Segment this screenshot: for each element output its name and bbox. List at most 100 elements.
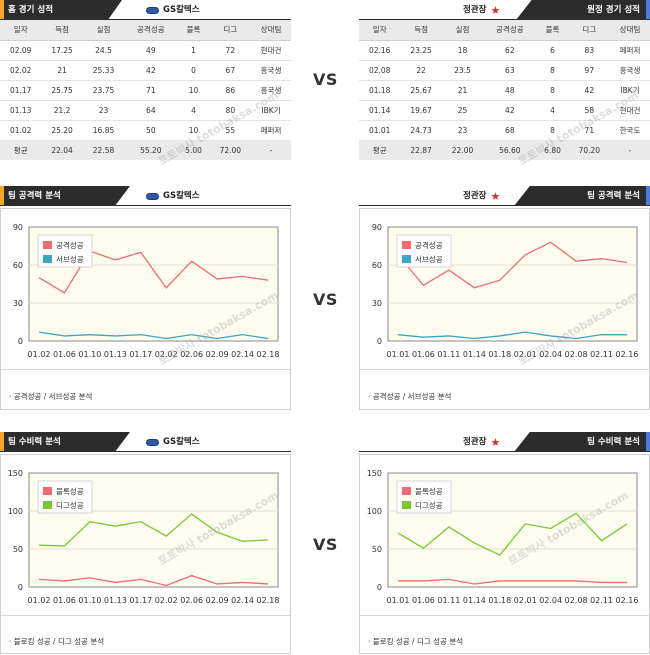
home-attack-header: 팀 공격력 분석 GS칼텍스 — [0, 186, 291, 206]
x-tick-label: 02.02 — [155, 596, 178, 605]
legend-label: 공격성공 — [56, 240, 84, 250]
table-cell: 25 — [441, 100, 484, 121]
table-cell: 83 — [568, 40, 611, 61]
x-tick-label: 01.02 — [28, 350, 51, 359]
home-team-label: GS칼텍스 — [146, 186, 200, 206]
legend-swatch — [43, 487, 52, 495]
table-cell: 10 — [177, 80, 210, 101]
home-team-name: GS칼텍스 — [163, 5, 200, 15]
table-cell: 58 — [568, 100, 611, 121]
attack-footer: · 공격성공 / 서브성공 분석 — [9, 392, 93, 401]
x-tick-label: 01.06 — [412, 596, 435, 605]
table-cell: 19.67 — [400, 100, 442, 121]
table-cell: 23.5 — [441, 60, 484, 81]
table-cell: 현대건 — [610, 100, 650, 121]
vs-label-1: VS — [313, 70, 338, 89]
accent-bar — [0, 432, 4, 452]
table-cell: 67 — [209, 60, 252, 81]
table-row: 02.09 17.25 24.5 49 1 72 현대건 — [0, 40, 291, 61]
x-tick-label: 02.08 — [565, 596, 588, 605]
table-cell: 페퍼저 — [251, 120, 291, 141]
accent-bar — [0, 186, 4, 206]
table-cell: 42 — [124, 60, 178, 81]
column-header: 상대팀 — [610, 20, 650, 41]
y-tick-label: 0 — [377, 337, 382, 346]
home-attack-title: 팀 공격력 분석 — [4, 186, 130, 206]
column-header: 득점 — [400, 20, 442, 41]
legend-label: 서브성공 — [56, 255, 84, 264]
x-tick-label: 01.14 — [463, 350, 486, 359]
x-tick-label: 01.06 — [53, 350, 76, 359]
x-tick-label: 02.11 — [590, 596, 613, 605]
y-tick-label: 50 — [372, 545, 382, 554]
legend-label: 서브성공 — [415, 255, 443, 264]
table-cell: 50 — [124, 120, 178, 141]
home-record-table: 일자 득점 실점 공격성공 블록 디그 상대팀 02.09 17.25 24.5 49 1 72 현대건 0… — [0, 20, 291, 160]
column-header: 일자 — [359, 20, 401, 41]
x-tick-label: 02.09 — [206, 596, 229, 605]
x-tick-label: 01.14 — [463, 596, 486, 605]
legend-swatch — [402, 487, 411, 495]
table-cell: 현대건 — [251, 40, 291, 61]
column-header: 블록 — [536, 20, 569, 41]
defense-footer: · 블로킹 성공 / 디그 성공 분석 — [368, 637, 464, 646]
series-line — [38, 250, 269, 294]
away-record-title: 원정 경기 성적 — [516, 0, 646, 20]
table-cell: 22 — [400, 60, 442, 81]
table-row: 02.02 21 25.33 42 0 67 흥국생 — [0, 60, 291, 81]
table-cell: 8 — [536, 80, 569, 101]
table-cell: 72 — [209, 40, 252, 61]
table-row: 01.14 19.67 25 42 4 58 현대건 — [359, 100, 650, 121]
table-cell: 49 — [124, 40, 178, 61]
average-cell: 5.00 — [177, 140, 210, 160]
table-cell: 02.16 — [359, 40, 401, 61]
vs-label-2: VS — [313, 290, 338, 309]
away-team-name: 정관장 — [463, 5, 487, 15]
x-tick-label: 02.16 — [616, 596, 639, 605]
average-cell: 70.20 — [568, 140, 611, 160]
column-header: 공격성공 — [483, 20, 537, 41]
table-row: 01.18 25.67 21 48 8 42 IBK기 — [359, 80, 650, 101]
average-cell: - — [251, 140, 291, 160]
x-tick-label: 01.11 — [437, 596, 460, 605]
table-cell: 8 — [536, 120, 569, 141]
x-tick-label: 02.16 — [616, 350, 639, 359]
legend-label: 공격성공 — [415, 240, 443, 250]
column-header: 상대팀 — [251, 20, 291, 41]
table-cell: 25.20 — [41, 120, 83, 141]
y-tick-label: 100 — [8, 507, 23, 516]
table-cell: 10 — [177, 120, 210, 141]
x-tick-label: 01.17 — [129, 350, 152, 359]
x-tick-label: 02.14 — [231, 350, 254, 359]
average-cell: 55.20 — [124, 140, 178, 160]
away-team-label: 정관장 ★ — [463, 0, 500, 20]
table-cell: 21 — [441, 80, 484, 101]
table-cell: 01.14 — [359, 100, 401, 121]
jeonggwanjang-logo-icon: ★ — [490, 3, 501, 17]
table-cell: 6 — [536, 40, 569, 61]
gs-caltex-logo-icon — [146, 6, 159, 14]
table-cell: 55 — [209, 120, 252, 141]
series-line — [397, 512, 628, 556]
table-cell: 25.75 — [41, 80, 83, 101]
table-cell: 62 — [483, 40, 537, 61]
legend-swatch — [402, 241, 411, 249]
table-cell: 4 — [536, 100, 569, 121]
away-attack-panel: 정관장 ★ 팀 공격력 분석 0 30 60 90 01.01 01.06 01.11 01.1… — [359, 186, 650, 411]
legend-swatch — [43, 501, 52, 509]
home-team-name: GS칼텍스 — [163, 437, 200, 447]
average-cell: 평균 — [0, 140, 42, 160]
table-cell: 42 — [568, 80, 611, 101]
attack-footer: · 공격성공 / 서브성공 분석 — [368, 392, 452, 401]
column-header: 디그 — [568, 20, 611, 41]
legend-label: 디그성공 — [415, 501, 443, 510]
x-tick-label: 01.10 — [78, 596, 101, 605]
table-cell: 21.2 — [41, 100, 83, 121]
home-attack-chart-box: 0 30 60 90 01.02 01.06 01.10 01.13 01.17 02.02 02.… — [0, 208, 291, 410]
y-tick-label: 90 — [372, 223, 382, 232]
table-cell: 한국도 — [610, 120, 650, 141]
